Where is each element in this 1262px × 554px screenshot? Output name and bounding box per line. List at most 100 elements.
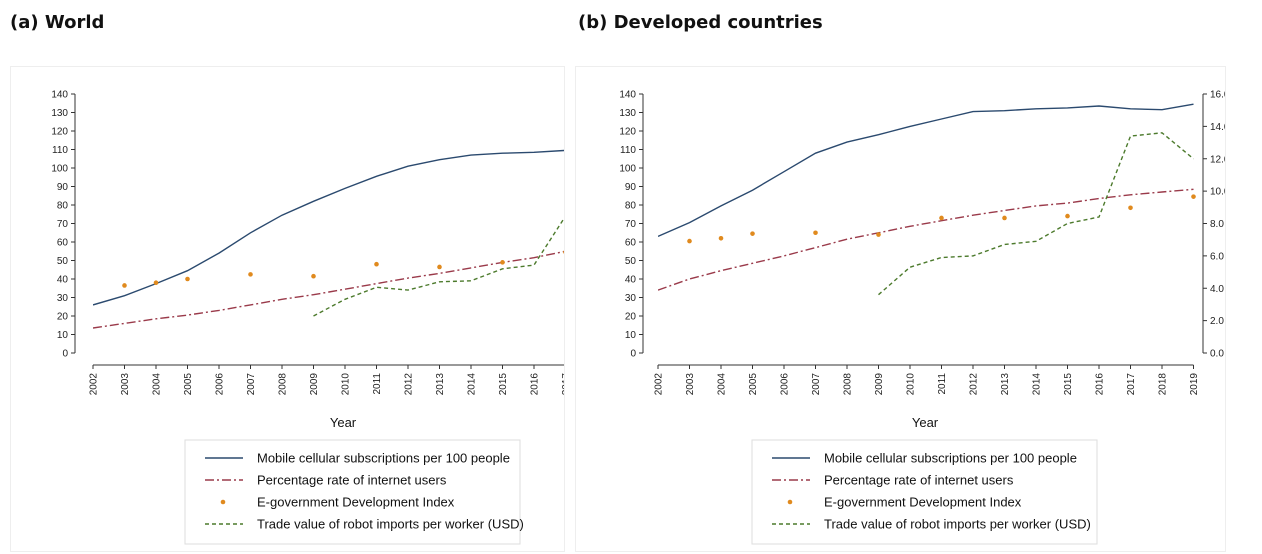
egov-point xyxy=(374,262,379,267)
x-tick-label: 2019 xyxy=(1189,373,1200,396)
x-tick-label: 2015 xyxy=(498,373,509,396)
x-tick-label: 2013 xyxy=(1000,373,1011,396)
x-tick-label: 2003 xyxy=(685,373,696,396)
y2-tick-label: 14.0 xyxy=(1210,122,1225,133)
x-tick-label: 2007 xyxy=(811,373,822,396)
y-tick-label: 100 xyxy=(51,164,68,175)
egov-point xyxy=(750,231,755,236)
y-tick-label: 90 xyxy=(57,182,69,193)
egov-point xyxy=(876,232,881,237)
y-tick-label: 0 xyxy=(62,349,68,360)
x-tick-label: 2006 xyxy=(215,373,226,396)
x-tick-label: 2016 xyxy=(530,373,541,396)
egov-point xyxy=(185,277,190,282)
x-tick-label: 2005 xyxy=(183,373,194,396)
egov-point xyxy=(1002,216,1007,221)
x-tick-label: 2011 xyxy=(372,373,383,395)
x-tick-label: 2008 xyxy=(278,373,289,396)
y-tick-label: 110 xyxy=(52,145,68,156)
y-tick-label: 100 xyxy=(619,164,636,175)
x-tick-label: 2012 xyxy=(969,373,980,396)
egov-point xyxy=(939,216,944,221)
x-tick-label: 2018 xyxy=(1158,373,1169,396)
robot-series-line xyxy=(879,133,1194,295)
x-tick-label: 2012 xyxy=(404,373,415,396)
x-tick-label: 2014 xyxy=(467,373,478,396)
x-tick-label: 2004 xyxy=(152,373,163,396)
x-tick-label: 2016 xyxy=(1095,373,1106,396)
y2-tick-label: 10.0 xyxy=(1210,187,1225,198)
x-tick-label: 2003 xyxy=(120,373,131,396)
y2-tick-label: 2.0 xyxy=(1210,316,1224,327)
chart-panel-developed: 0 10 20 30 40 50 60 70 80 90 100 110 120 130 140 0.0 2.0… xyxy=(575,66,1226,552)
x-tick-label: 2014 xyxy=(1032,373,1043,396)
y2-tick-label: 12.0 xyxy=(1210,154,1225,165)
egov-point xyxy=(437,265,442,270)
egov-point xyxy=(1065,214,1070,219)
y-tick-label: 140 xyxy=(619,90,636,101)
x-axis-title: Year xyxy=(330,415,357,430)
x-tick-label: 2002 xyxy=(89,373,100,396)
y2-tick-label: 8.0 xyxy=(1210,219,1224,230)
chart-world: 0 10 20 30 40 50 60 70 80 90 100 110 120 130 140 2002 20… xyxy=(11,67,564,551)
y-tick-label: 60 xyxy=(57,238,69,249)
legend-label: Trade value of robot imports per worker … xyxy=(824,517,1091,532)
x-axis-title: Year xyxy=(912,415,939,430)
y2-tick-label: 6.0 xyxy=(1210,251,1224,262)
y-tick-label: 50 xyxy=(625,256,637,267)
x-tick-label: 2002 xyxy=(654,373,665,396)
y-tick-label: 10 xyxy=(57,330,69,341)
y-tick-label: 40 xyxy=(57,275,69,286)
x-tick-label: 2005 xyxy=(748,373,759,396)
y-tick-label: 60 xyxy=(625,238,637,249)
chart-panel-world: 0 10 20 30 40 50 60 70 80 90 100 110 120 130 140 2002 20… xyxy=(10,66,565,552)
y-tick-label: 20 xyxy=(57,312,69,323)
x-tick-label: 2010 xyxy=(341,373,352,396)
internet-series-line xyxy=(658,189,1194,290)
x-tick-label: 2017 xyxy=(1126,373,1137,396)
egov-point xyxy=(248,272,253,277)
egov-point xyxy=(719,236,724,241)
egov-point xyxy=(1191,194,1196,199)
legend-label: Trade value of robot imports per worker … xyxy=(257,517,524,532)
y2-tick-label: 4.0 xyxy=(1210,284,1224,295)
egov-point xyxy=(154,280,159,285)
y-tick-label: 130 xyxy=(51,108,68,119)
panel-title-world: (a) World xyxy=(10,12,104,33)
y-tick-label: 120 xyxy=(51,127,68,138)
egov-point xyxy=(687,239,692,244)
legend-label: E-government Development Index xyxy=(257,495,455,510)
mobile-series-line xyxy=(93,150,564,305)
y-tick-label: 90 xyxy=(625,182,637,193)
y-tick-label: 40 xyxy=(625,275,637,286)
y-tick-label: 80 xyxy=(625,201,637,212)
egov-point xyxy=(122,283,127,288)
internet-series-line xyxy=(93,248,564,328)
y2-tick-label: 16.0 xyxy=(1210,90,1225,101)
y2-tick-label: 0.0 xyxy=(1210,349,1224,360)
y-tick-label: 10 xyxy=(625,330,637,341)
y-tick-label: 70 xyxy=(625,219,637,230)
x-tick-label: 2004 xyxy=(717,373,728,396)
y-tick-label: 80 xyxy=(57,201,69,212)
y-tick-label: 110 xyxy=(620,145,636,156)
legend-marker-dot xyxy=(788,500,793,505)
egov-point xyxy=(1128,205,1133,210)
legend-label: Mobile cellular subscriptions per 100 pe… xyxy=(824,451,1077,466)
y-tick-label: 20 xyxy=(625,312,637,323)
x-tick-label: 2015 xyxy=(1063,373,1074,396)
x-tick-label: 2006 xyxy=(780,373,791,396)
y-tick-label: 70 xyxy=(57,219,69,230)
x-tick-label: 2007 xyxy=(246,373,257,396)
egov-point xyxy=(563,250,564,255)
y-tick-label: 130 xyxy=(619,108,636,119)
panel-title-developed: (b) Developed countries xyxy=(578,12,823,33)
mobile-series-line xyxy=(658,104,1194,236)
egov-point xyxy=(500,260,505,265)
x-tick-label: 2010 xyxy=(906,373,917,396)
legend-marker-dot xyxy=(221,500,226,505)
y-tick-label: 120 xyxy=(619,127,636,138)
x-tick-label: 2011 xyxy=(937,373,948,395)
y-tick-label: 30 xyxy=(57,293,69,304)
y-tick-label: 140 xyxy=(51,90,68,101)
